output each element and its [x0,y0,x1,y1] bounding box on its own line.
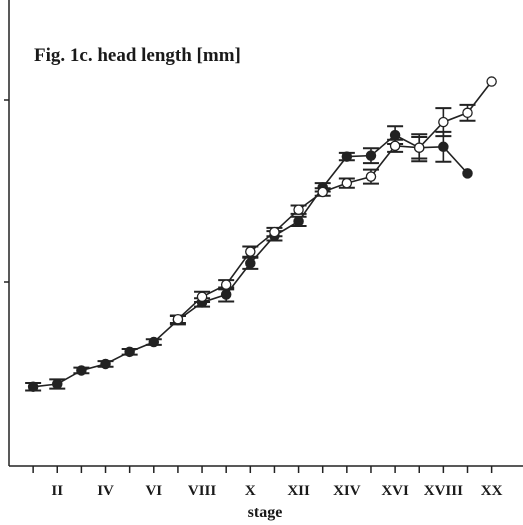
data-point-open [220,279,232,290]
data-point-open [172,313,184,325]
data-point-open [293,204,304,215]
data-point-open [269,226,280,238]
data-point-filled [341,151,353,162]
data-point-filled [27,381,39,393]
x-tick-label: XVIII [424,483,463,499]
data-point-filled [365,150,377,161]
data-point-open [245,246,256,257]
chart-title: Fig. 1c. head length [mm] [34,45,241,66]
x-tick-label: IV [97,483,114,499]
series-layer [25,76,497,393]
data-point-open [389,140,401,152]
data-point-filled [100,358,111,370]
data-point-filled [293,216,304,227]
x-tick-label: XII [287,483,310,499]
data-point-filled [462,168,473,179]
data-point-open [365,171,377,182]
x-tick-label: XVI [381,483,409,499]
data-point-open [486,76,497,87]
x-tick-label: X [245,483,256,499]
data-point-filled [124,346,135,358]
x-tick-label: VIII [188,483,217,499]
data-point-filled [148,336,160,348]
data-point-open [438,116,449,128]
data-point-filled [52,378,63,390]
data-point-open [341,177,353,189]
x-tick-label: XX [481,483,503,499]
data-point-filled [220,289,232,300]
x-axis-label: stage [248,504,283,521]
x-tick-label: XIV [333,483,361,499]
data-point-open [462,107,473,119]
x-ticks [32,466,493,473]
data-point-open [317,186,328,198]
data-point-filled [76,365,87,376]
x-tick-label: II [51,483,63,499]
data-point-filled [389,129,401,141]
data-point-open [196,291,208,303]
data-point-filled [245,258,256,269]
data-point-open [413,142,425,153]
data-point-filled [438,141,449,153]
series-1 [25,125,473,393]
x-tick-label: VI [145,483,162,499]
x-tick-labels: II IV VI VIII X XII XIV XVI XVIII XX [51,483,502,499]
axes [4,0,523,467]
series-2 [169,76,497,325]
